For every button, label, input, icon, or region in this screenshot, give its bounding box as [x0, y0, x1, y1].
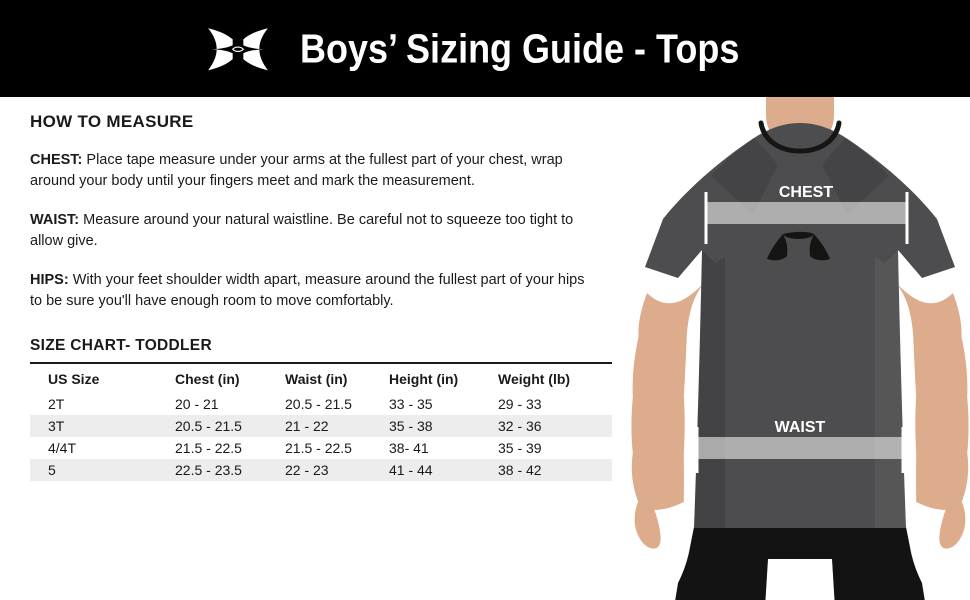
svg-text:CHEST: CHEST	[779, 184, 833, 201]
svg-text:WAIST: WAIST	[775, 419, 826, 436]
